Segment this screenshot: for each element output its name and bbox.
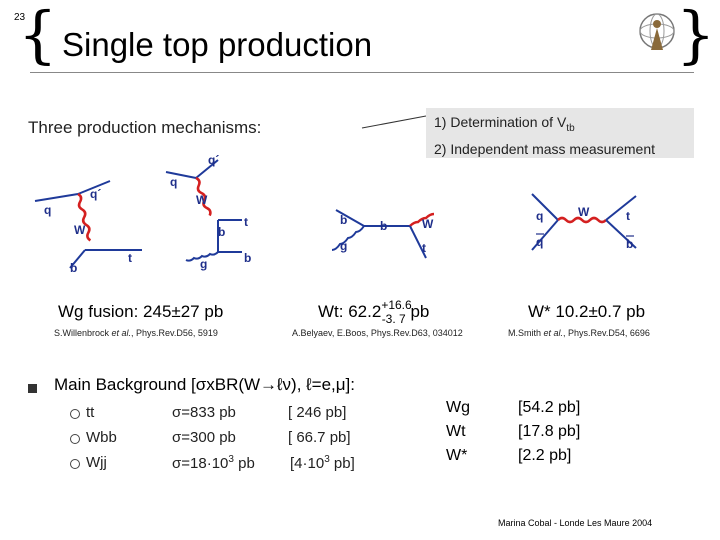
signal-value-wt: [17.8 pb] xyxy=(518,423,581,440)
label-b-2: b xyxy=(218,225,225,239)
ws-cross-section: W* 10.2±0.7 pb xyxy=(528,302,646,321)
label-q-out: q´ xyxy=(90,187,101,201)
label-b-3: b xyxy=(244,251,251,265)
circle-bullet-icon xyxy=(70,434,80,444)
feynman-diagram-wg: q q´ W t b xyxy=(34,180,142,275)
label-q-out-2: q´ xyxy=(208,153,219,167)
label-w: W xyxy=(74,223,86,237)
label-t-ws: t xyxy=(626,209,630,223)
bg-proc-wbb: Wbb xyxy=(86,429,117,446)
label-t: t xyxy=(128,251,132,265)
signal-values: [54.2 pb] [17.8 pb] [2.2 pb] xyxy=(518,396,580,468)
title-rule xyxy=(30,72,694,73)
label-g: g xyxy=(200,257,207,271)
label-q: q xyxy=(170,175,177,189)
callout-box: 1) Determination of Vtb 2) Independent m… xyxy=(426,108,694,158)
signal-name-wt: Wt xyxy=(446,423,466,440)
signal-name-ws: W* xyxy=(446,447,468,464)
bg-sigma-wbb: σ=300 pb xyxy=(172,429,236,446)
slide-title: Single top production xyxy=(62,26,373,63)
bullet-square-icon xyxy=(28,384,37,393)
reference-3: M.Smith et al., Phys.Rev.D54, 6696 xyxy=(508,328,650,338)
label-w-ws: W xyxy=(578,205,590,219)
callout-line-1: 1) Determination of Vtb xyxy=(434,114,575,134)
bg-sigma-tt: σ=833 pb xyxy=(172,404,236,421)
feynman-diagram-ws: q q W t b xyxy=(531,193,637,251)
reference-2: A.Belyaev, E.Boos, Phys.Rev.D63, 034012 xyxy=(292,328,463,338)
slide-number: 23 xyxy=(14,12,26,23)
signal-value-wg: [54.2 pb] xyxy=(518,399,581,416)
label-t-3: t xyxy=(422,241,426,255)
label-b-mid: b xyxy=(380,219,387,233)
label-w-2: W xyxy=(196,193,208,207)
right-brace: } xyxy=(676,0,716,71)
bg-proc-wjj: Wjj xyxy=(86,454,107,471)
label-w-3: W xyxy=(422,217,434,231)
atlas-logo-icon xyxy=(639,13,675,50)
background-heading: Main Background [σxBR(W→ℓν), ℓ=e,μ]: xyxy=(54,375,356,394)
callout-line-2: 2) Independent mass measurement xyxy=(434,140,656,157)
feynman-diagram-wt: b b W g t xyxy=(331,209,435,259)
left-brace: { xyxy=(18,0,58,71)
bg-proc-tt: tt xyxy=(86,404,95,421)
bg-br-wbb: [ 66.7 pb] xyxy=(288,429,351,446)
circle-bullet-icon xyxy=(70,409,80,419)
bg-br-wjj: [4·103 pb] xyxy=(290,454,355,472)
label-bbar-ws: b xyxy=(626,237,633,251)
footer-credit: Marina Cobal - Londe Les Maure 2004 xyxy=(498,518,653,528)
signal-value-ws: [2.2 pb] xyxy=(518,447,572,464)
reference-1: S.Willenbrock et al., Phys.Rev.D56, 5919 xyxy=(54,328,218,338)
label-qbar-ws: q xyxy=(536,235,543,249)
bg-sigma-wjj: σ=18·103 pb xyxy=(172,454,255,472)
label-b-in: b xyxy=(340,213,347,227)
signal-names: Wg Wt W* xyxy=(446,396,470,468)
label-b: b xyxy=(70,261,77,275)
circle-bullet-icon xyxy=(70,459,80,469)
label-t-2: t xyxy=(244,215,248,229)
bg-br-tt: [ 246 pb] xyxy=(288,404,347,421)
wg-cross-section: Wg fusion: 245±27 pb xyxy=(58,302,224,321)
label-q-in: q xyxy=(44,203,51,217)
intro-text: Three production mechanisms: xyxy=(28,118,262,137)
label-q-ws: q xyxy=(536,209,543,223)
signal-name-wg: Wg xyxy=(446,399,470,416)
label-g-2: g xyxy=(340,239,347,253)
feynman-diagram-wg-gluon: q q´ W t b g b xyxy=(165,153,251,271)
wt-cross-section: Wt: 62.2+16.6-3. 7 pb xyxy=(318,298,430,326)
